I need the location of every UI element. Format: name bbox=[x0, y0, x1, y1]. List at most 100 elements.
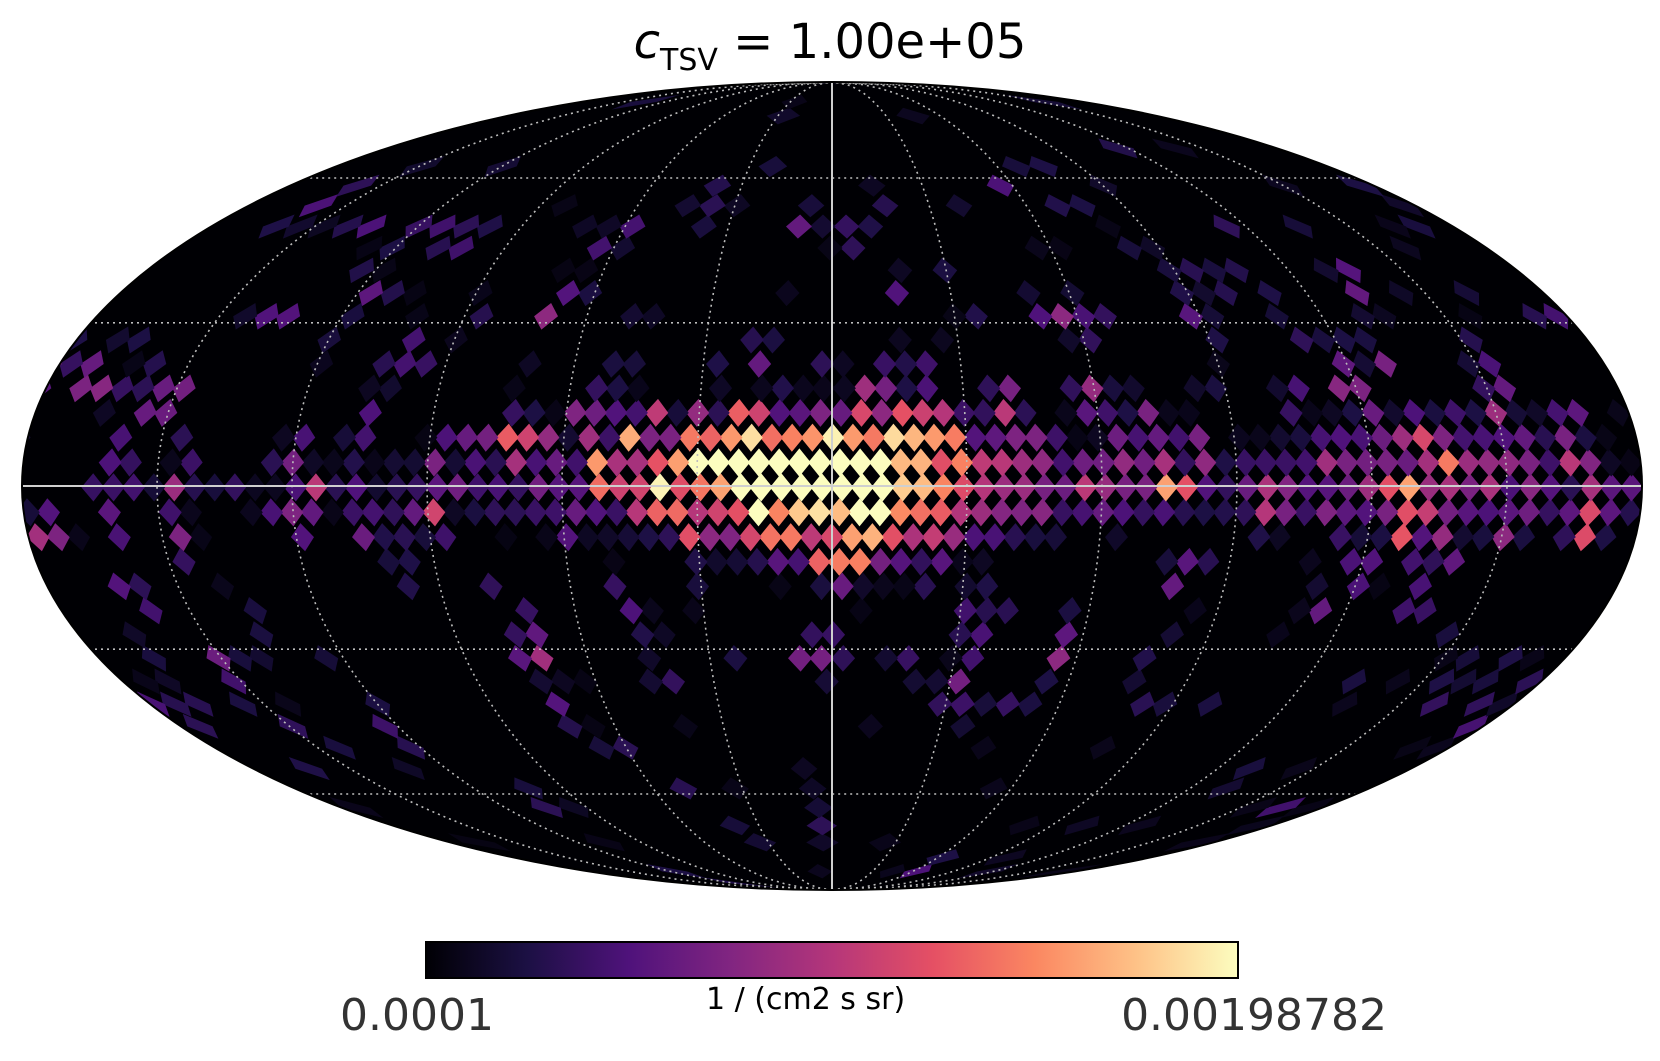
map-pixel bbox=[1178, 303, 1203, 330]
map-pixel bbox=[1287, 597, 1312, 625]
map-pixel bbox=[727, 398, 751, 427]
map-pixel bbox=[972, 398, 996, 427]
map-pixel bbox=[352, 523, 375, 552]
map-pixel bbox=[544, 498, 567, 527]
map-pixel bbox=[827, 547, 851, 576]
map-pixel bbox=[206, 645, 231, 672]
map-pixel bbox=[1349, 523, 1373, 552]
map-pixel bbox=[1401, 547, 1425, 576]
map-pixel bbox=[59, 350, 83, 378]
map-pixel bbox=[555, 523, 579, 552]
map-pixel bbox=[829, 398, 853, 427]
map-pixel bbox=[340, 303, 365, 330]
map-pixel bbox=[298, 194, 339, 218]
map-pixel bbox=[515, 597, 539, 625]
map-pixel bbox=[871, 572, 895, 601]
map-pixel bbox=[1498, 473, 1522, 502]
map-pixel bbox=[1152, 448, 1176, 477]
map-pixel bbox=[704, 547, 728, 576]
map-pixel bbox=[1313, 257, 1339, 284]
map-pixel bbox=[1517, 448, 1541, 477]
map-pixel bbox=[972, 691, 998, 717]
map-pixel bbox=[758, 156, 788, 178]
map-pixel bbox=[1417, 473, 1441, 502]
map-pixel bbox=[745, 547, 769, 576]
map-pixel bbox=[1498, 645, 1523, 672]
map-pixel bbox=[1264, 303, 1289, 330]
map-pixel bbox=[611, 94, 680, 110]
map-pixel bbox=[992, 473, 1016, 502]
map-pixel bbox=[1024, 423, 1048, 452]
map-pixel bbox=[1139, 235, 1166, 261]
map-pixel bbox=[158, 498, 182, 527]
map-pixel bbox=[89, 374, 114, 403]
map-pixel bbox=[329, 797, 384, 818]
map-pixel bbox=[790, 473, 814, 502]
map-pixel bbox=[1276, 473, 1300, 502]
map-pixel bbox=[309, 350, 334, 378]
map-pixel bbox=[1268, 423, 1292, 452]
map-pixel bbox=[921, 523, 945, 552]
map-pixel bbox=[1451, 423, 1475, 452]
map-pixel bbox=[913, 572, 937, 601]
map-pixel bbox=[1336, 473, 1360, 502]
map-pixel bbox=[379, 235, 405, 261]
map-pixel bbox=[1163, 833, 1230, 852]
map-pixel bbox=[666, 448, 690, 477]
map-pixel bbox=[1335, 448, 1359, 477]
map-pixel bbox=[1512, 423, 1536, 452]
map-pixel bbox=[272, 423, 295, 452]
map-pixel bbox=[760, 423, 784, 452]
map-pixel bbox=[893, 350, 918, 378]
map-pixel bbox=[1177, 398, 1201, 427]
map-pixel bbox=[1478, 473, 1502, 502]
map-pixel bbox=[522, 398, 546, 427]
map-pixel bbox=[1132, 645, 1157, 672]
map-pixel bbox=[1396, 448, 1419, 477]
map-pixel bbox=[1497, 448, 1521, 477]
map-pixel bbox=[909, 547, 933, 576]
map-pixel bbox=[466, 473, 490, 502]
map-pixel bbox=[874, 645, 899, 672]
map-pixel bbox=[1255, 473, 1279, 502]
map-pixel bbox=[445, 473, 469, 502]
map-pixel bbox=[799, 523, 823, 552]
map-pixel bbox=[646, 448, 669, 477]
map-pixel bbox=[1369, 523, 1393, 552]
map-pixel bbox=[556, 280, 581, 307]
map-pixel bbox=[1069, 194, 1096, 218]
map-pixel bbox=[1233, 498, 1257, 527]
map-pixel bbox=[544, 448, 568, 477]
map-pixel bbox=[809, 572, 834, 601]
map-pixel bbox=[1416, 735, 1457, 760]
map-pixel bbox=[413, 523, 437, 552]
map-pixel bbox=[1229, 797, 1278, 818]
map-pixel bbox=[1525, 398, 1549, 427]
map-pixel bbox=[1024, 235, 1050, 261]
map-pixel bbox=[770, 374, 794, 403]
map-pixel bbox=[122, 621, 147, 649]
map-pixel bbox=[810, 350, 834, 378]
map-pixel bbox=[1341, 668, 1367, 695]
map-pixel bbox=[688, 473, 712, 502]
map-pixel bbox=[977, 374, 1001, 403]
map-pixel bbox=[142, 350, 167, 378]
map-pixel bbox=[948, 621, 973, 649]
map-pixel bbox=[759, 523, 782, 552]
map-pixel bbox=[604, 398, 628, 427]
map-pixel bbox=[1235, 473, 1259, 502]
map-pixel bbox=[1085, 423, 1109, 452]
map-pixel bbox=[1255, 797, 1306, 818]
map-pixel bbox=[1451, 523, 1474, 552]
map-pixel bbox=[1151, 138, 1199, 159]
map-pixel bbox=[628, 473, 652, 502]
map-pixel bbox=[1335, 174, 1385, 197]
map-pixel bbox=[848, 547, 872, 576]
map-pixel bbox=[945, 194, 973, 218]
map-pixel bbox=[494, 523, 518, 552]
map-pixel bbox=[723, 194, 751, 218]
map-pixel bbox=[619, 597, 643, 625]
map-pixel bbox=[786, 214, 812, 239]
map-pixel bbox=[871, 473, 895, 502]
map-pixel bbox=[378, 374, 402, 403]
